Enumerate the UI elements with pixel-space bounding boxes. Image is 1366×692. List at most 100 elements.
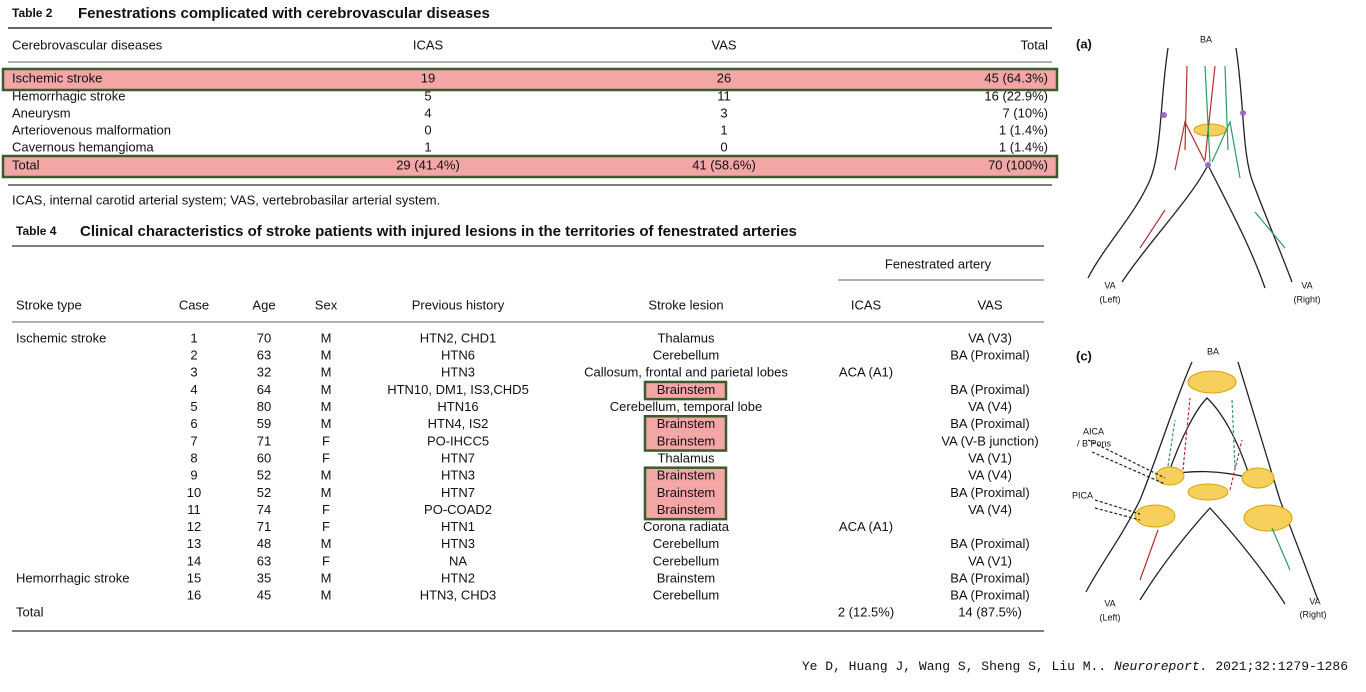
table-cell: Brainstem (657, 433, 716, 448)
vessel-label: (Left) (1099, 612, 1120, 622)
table-cell: 59 (257, 416, 271, 431)
table-cell: 10 (187, 485, 201, 500)
footnote: ICAS, internal carotid arterial system; … (12, 192, 440, 207)
table-cell: Cerebellum (653, 348, 719, 363)
table-cell: 14 (87.5%) (958, 604, 1022, 619)
table-cell: PO-COAD2 (424, 502, 492, 517)
table-cell: 5 (190, 399, 197, 414)
table-cell: M (321, 330, 332, 345)
table-cell: HTN4, IS2 (428, 416, 489, 431)
table-cell: 4 (190, 382, 197, 397)
table-cell: Brainstem (657, 382, 716, 397)
table-cell: 80 (257, 399, 271, 414)
table-cell: 1 (720, 122, 727, 137)
table-cell: 41 (58.6%) (692, 157, 756, 172)
arrows (1139, 65, 1286, 249)
column-header: VAS (977, 297, 1002, 312)
table-cell: M (321, 348, 332, 363)
column-header: ICAS (851, 297, 882, 312)
table-cell: BA (Proximal) (950, 536, 1029, 551)
table-cell: HTN3 (441, 536, 475, 551)
column-header: Cerebrovascular diseases (12, 37, 163, 52)
figure-label: (c) (1076, 348, 1092, 363)
vessel-label: BA (1200, 34, 1212, 44)
vessel (1085, 361, 1193, 593)
table-cell: M (321, 536, 332, 551)
table-label: Table 2 (12, 6, 53, 20)
table-cell: Total (12, 157, 40, 172)
vessel (1087, 47, 1169, 279)
table-cell: Cerebellum, temporal lobe (610, 399, 762, 414)
table-cell: HTN3 (441, 468, 475, 483)
table-cell: 16 (22.9%) (984, 88, 1048, 103)
table-cell: 45 (257, 588, 271, 603)
table-cell: Thalamus (657, 330, 715, 345)
markers (1161, 110, 1246, 168)
table-cell: 35 (257, 571, 271, 586)
table-cell: 11 (187, 502, 201, 517)
table-cell: HTN1 (441, 519, 475, 534)
table-cell: Cerebellum (653, 553, 719, 568)
vessel-label: (Right) (1299, 609, 1326, 619)
table-cell: VA (V1) (968, 450, 1012, 465)
table-cell: BA (Proximal) (950, 348, 1029, 363)
table-cell: 1 (1.4%) (999, 122, 1048, 137)
table-cell: Arteriovenous malformation (12, 122, 171, 137)
vessel-label: VA (1309, 596, 1320, 606)
table-cell: 63 (257, 348, 271, 363)
table-cell: M (321, 485, 332, 500)
table-cell: Cerebellum (653, 536, 719, 551)
table-cell: M (321, 365, 332, 380)
table-cell: 0 (424, 122, 431, 137)
table-cell: M (321, 588, 332, 603)
vessel-label: (Right) (1293, 294, 1320, 304)
highlight-fill (645, 484, 726, 502)
group-header: Fenestrated artery (885, 256, 992, 271)
highlight-fill (645, 381, 726, 400)
table-cell: PO-IHCC5 (427, 433, 489, 448)
table-cell: Thalamus (657, 450, 715, 465)
vessel (1167, 397, 1251, 479)
table-cell: 74 (257, 502, 271, 517)
vessel (1121, 163, 1266, 289)
table-cell: 29 (41.4%) (396, 157, 460, 172)
table-cell: 6 (190, 416, 197, 431)
table-cell: VA (V4) (968, 468, 1012, 483)
vessel-label: PICA (1072, 490, 1093, 500)
table-cell: 4 (424, 105, 431, 120)
table-cell: 5 (424, 88, 431, 103)
table-cell: Corona radiata (643, 519, 730, 534)
table-cell: BA (Proximal) (950, 382, 1029, 397)
table-cell: F (322, 553, 330, 568)
table-cell: BA (Proximal) (950, 416, 1029, 431)
vessel-label: AICA (1083, 426, 1104, 436)
table-cell: 52 (257, 485, 271, 500)
column-header: Age (252, 297, 275, 312)
arrows (1087, 397, 1291, 581)
citation-journal: Neuroreport. (1114, 659, 1208, 674)
table-cell: Callosum, frontal and parietal lobes (584, 365, 788, 380)
table-cell: 52 (257, 468, 271, 483)
table-label: Table 4 (16, 224, 57, 238)
citation-authors: Ye D, Huang J, Wang S, Sheng S, Liu M.. (802, 659, 1106, 674)
table-cell: M (321, 399, 332, 414)
table-cell: 9 (190, 468, 197, 483)
highlight (1, 67, 1059, 92)
vessel (1235, 47, 1293, 283)
highlight (1, 154, 1059, 179)
highlight-fill (645, 416, 726, 434)
vessel-label: (Left) (1099, 294, 1120, 304)
table-cell: 32 (257, 365, 271, 380)
table-cell: 1 (1.4%) (999, 139, 1048, 154)
ellipses (1134, 370, 1293, 532)
vessel-label: VA (1301, 280, 1312, 290)
table-cell: 14 (187, 553, 201, 568)
figure-c: (c) BA AICA / B Pons PICA VA (Left) VA (… (1072, 346, 1327, 622)
table-cell: Brainstem (657, 416, 716, 431)
table-cell: VA (V-B junction) (941, 433, 1038, 448)
table-cell: 64 (257, 382, 271, 397)
table-cell: 48 (257, 536, 271, 551)
table-cell: 16 (187, 588, 201, 603)
highlight-border (643, 380, 728, 401)
